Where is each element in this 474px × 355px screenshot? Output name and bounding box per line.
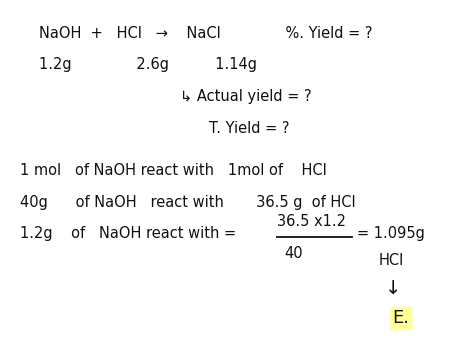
Text: 1.2g              2.6g          1.14g: 1.2g 2.6g 1.14g xyxy=(39,57,257,72)
Text: 36.5 x1.2: 36.5 x1.2 xyxy=(277,214,346,229)
Text: = 1.095g: = 1.095g xyxy=(357,226,425,241)
Text: HCl: HCl xyxy=(378,253,404,268)
Text: 40g      of NaOH   react with       36.5 g  of HCl: 40g of NaOH react with 36.5 g of HCl xyxy=(20,195,356,210)
Text: 1.2g    of   NaOH react with =: 1.2g of NaOH react with = xyxy=(20,226,237,241)
Text: E.: E. xyxy=(392,310,410,327)
Text: ↓: ↓ xyxy=(385,279,402,298)
Text: ↳ Actual yield = ?: ↳ Actual yield = ? xyxy=(181,89,312,104)
Text: 1 mol   of NaOH react with   1mol of    HCl: 1 mol of NaOH react with 1mol of HCl xyxy=(20,163,327,178)
Text: 40: 40 xyxy=(284,246,303,261)
Text: T. Yield = ?: T. Yield = ? xyxy=(209,121,289,136)
Text: NaOH  +   HCl   →    NaCl              %. Yield = ?: NaOH + HCl → NaCl %. Yield = ? xyxy=(39,26,373,40)
